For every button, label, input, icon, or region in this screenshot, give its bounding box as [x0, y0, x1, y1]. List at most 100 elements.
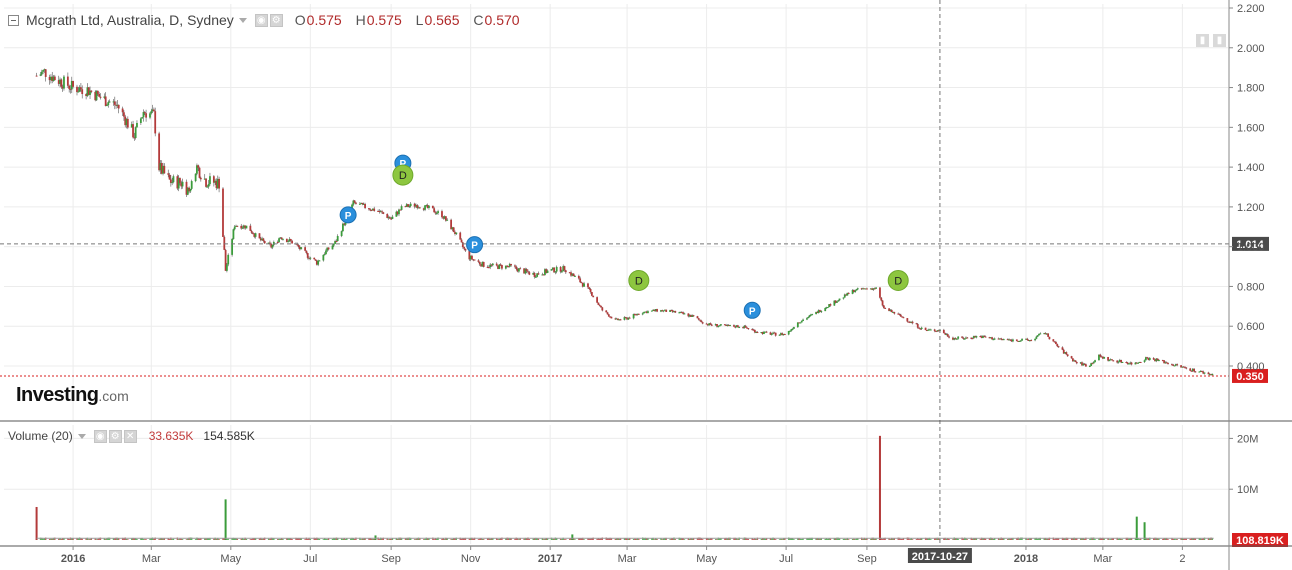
- candle-body: [824, 307, 827, 312]
- candle-body: [833, 300, 836, 306]
- volume-bar: [807, 538, 809, 540]
- candle-body: [355, 202, 357, 204]
- candle-body: [214, 180, 217, 183]
- candle-body: [843, 294, 846, 298]
- candle-body: [600, 305, 602, 308]
- chevron-down-icon[interactable]: [238, 17, 247, 23]
- volume-bar: [674, 539, 677, 540]
- volume-bar: [1027, 538, 1030, 540]
- volume-title[interactable]: Volume (20): [8, 429, 73, 443]
- candle-body: [379, 211, 382, 213]
- pane-buttons: ▮ ▮: [1192, 30, 1226, 48]
- collapse-icon[interactable]: [8, 14, 19, 26]
- candle-body: [76, 86, 78, 93]
- symbol-title[interactable]: Mcgrath Ltd, Australia, D, Sydney: [26, 12, 234, 28]
- candle-body: [808, 315, 811, 318]
- volume-bar: [445, 537, 447, 540]
- candle-body: [571, 273, 574, 276]
- volume-bar: [309, 539, 312, 540]
- candle-body: [308, 257, 310, 259]
- close-icon[interactable]: ✕: [123, 429, 137, 443]
- candle-body: [946, 334, 949, 337]
- volume-value-b: 154.585K: [203, 429, 255, 443]
- eye-icon[interactable]: ◉: [254, 13, 268, 27]
- volume-bar: [116, 537, 119, 540]
- volume-bar: [552, 538, 554, 540]
- time-tick-label: Sep: [857, 553, 877, 565]
- volume-bar: [352, 538, 355, 540]
- volume-bar: [889, 539, 892, 540]
- candle-body: [761, 332, 764, 335]
- grid-lines: [4, 4, 1228, 544]
- volume-bar: [1035, 537, 1038, 540]
- dividend-event-marker: [392, 164, 414, 186]
- volume-bar: [340, 538, 343, 540]
- volume-bar: [296, 538, 298, 540]
- candle-body: [955, 338, 958, 340]
- candle-body: [809, 314, 812, 316]
- candle-body: [1045, 333, 1048, 335]
- candle-body: [1028, 340, 1031, 342]
- candle-body: [1099, 354, 1102, 357]
- candle-body: [1211, 373, 1214, 376]
- candle-body: [189, 188, 192, 192]
- chevron-down-icon[interactable]: [77, 433, 86, 439]
- volume-bar: [983, 538, 985, 540]
- volume-bar: [318, 538, 321, 540]
- volume-bar: [810, 537, 812, 540]
- volume-bar: [231, 538, 233, 540]
- gear-icon[interactable]: ⚙: [269, 13, 283, 27]
- candle-body: [89, 90, 91, 95]
- candle-body: [153, 109, 155, 112]
- candle-body: [1144, 357, 1147, 361]
- gear-icon[interactable]: ⚙: [108, 429, 122, 443]
- candle-body: [854, 290, 857, 292]
- volume-bar: [682, 538, 684, 540]
- candle-body: [589, 288, 592, 293]
- candle-body: [902, 317, 905, 319]
- candle-body: [924, 327, 927, 331]
- candle-body: [647, 311, 649, 314]
- candle-body: [415, 205, 417, 207]
- candle-body: [159, 163, 162, 171]
- candle-body: [893, 311, 896, 314]
- volume-bar: [437, 537, 439, 540]
- candle-body: [267, 242, 270, 244]
- eye-icon[interactable]: ◉: [93, 429, 107, 443]
- candle-body: [811, 314, 814, 316]
- pane-up-icon[interactable]: ▮: [1196, 34, 1209, 47]
- volume-bar: [970, 537, 972, 540]
- volume-bar: [204, 538, 206, 540]
- candle-body: [351, 204, 353, 209]
- volume-bar: [149, 538, 151, 540]
- time-tick-label: Jul: [779, 553, 793, 565]
- volume-bar: [99, 537, 102, 540]
- candle-body: [252, 232, 254, 235]
- candle-body: [1006, 339, 1009, 341]
- pane-down-icon[interactable]: ▮: [1213, 34, 1226, 47]
- candle-body: [395, 211, 398, 217]
- volume-bar: [1055, 537, 1057, 540]
- candle-body: [125, 118, 128, 126]
- volume-bar: [957, 538, 959, 540]
- candle-body: [652, 309, 655, 311]
- volume-bar: [752, 539, 755, 540]
- candle-body: [352, 200, 355, 205]
- candle-body: [1173, 365, 1176, 367]
- candle-body: [634, 314, 636, 316]
- candle-body: [1182, 366, 1185, 368]
- volume-bar: [763, 538, 765, 540]
- candle-body: [1199, 371, 1202, 373]
- candle-body: [497, 265, 499, 269]
- volume-bar: [746, 538, 748, 540]
- volume-bar: [791, 538, 794, 540]
- volume-bar: [1138, 539, 1141, 540]
- candle-body: [802, 319, 804, 322]
- volume-bar: [698, 537, 700, 540]
- candle-body: [627, 317, 630, 320]
- candle-body: [793, 327, 795, 329]
- candle-body: [305, 250, 308, 254]
- candle-body: [815, 311, 817, 315]
- volume-bar: [307, 538, 309, 540]
- candle-body: [1129, 362, 1132, 364]
